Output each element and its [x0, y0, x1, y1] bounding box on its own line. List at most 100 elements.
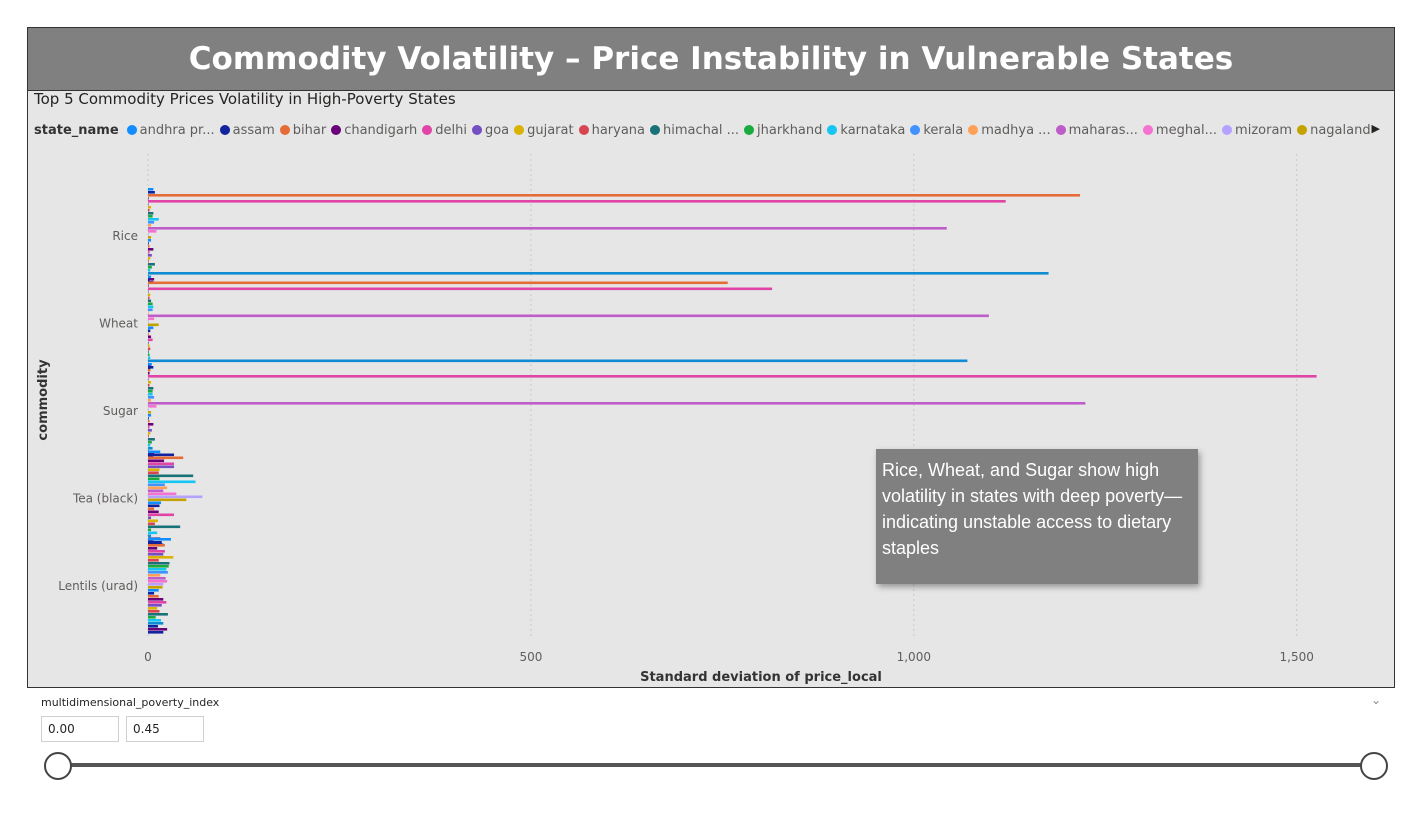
bar — [148, 341, 149, 345]
bar — [148, 290, 149, 294]
bar — [148, 194, 1080, 197]
bar — [148, 438, 155, 441]
bar — [148, 287, 773, 291]
legend-item[interactable]: himachal ... — [650, 123, 739, 138]
bar-chart: 0 500 1,000 1,500 Rice Wheat Sugar Tea (black) L… — [36, 154, 1317, 685]
legend-item[interactable]: gujarat — [514, 123, 574, 138]
bar — [148, 224, 152, 227]
legend-item[interactable]: meghal... — [1142, 123, 1217, 138]
bar — [148, 209, 150, 212]
bar — [148, 278, 150, 282]
bar — [148, 353, 150, 357]
bar — [148, 534, 152, 538]
chevron-right-icon[interactable]: ▶ — [1371, 122, 1380, 135]
legend-item[interactable]: mizoram — [1222, 123, 1292, 138]
legend-marker — [279, 125, 290, 135]
legend-label: madhya ... — [981, 122, 1051, 138]
bar — [148, 486, 168, 490]
slider-min-handle[interactable] — [44, 752, 72, 780]
bar — [148, 257, 151, 260]
bar — [148, 550, 165, 553]
y-tick-label: Tea (black) — [72, 492, 138, 506]
bar — [148, 619, 162, 622]
bar — [148, 538, 171, 541]
legend-label: delhi — [435, 122, 467, 138]
bar — [148, 435, 149, 438]
bar — [148, 468, 160, 472]
page-title: Commodity Volatility – Price Instability… — [28, 28, 1394, 91]
bar — [148, 347, 151, 351]
bar — [148, 453, 175, 457]
legend-item[interactable]: nagaland — [1297, 123, 1371, 138]
legend-item[interactable]: jharkhand — [744, 123, 822, 138]
bar — [148, 504, 160, 508]
bar — [148, 372, 150, 375]
legend-item[interactable]: haryana — [578, 123, 645, 138]
legend-label: mizoram — [1235, 122, 1293, 138]
legend-label: maharas... — [1068, 122, 1138, 138]
bar — [148, 474, 194, 478]
legend-item[interactable]: delhi — [422, 123, 467, 138]
bar — [148, 317, 155, 321]
bar — [148, 311, 149, 315]
bar — [148, 420, 150, 423]
x-tick-label: 1,000 — [897, 650, 931, 664]
legend-item[interactable]: goa — [471, 123, 509, 138]
legend-item[interactable]: maharas... — [1055, 122, 1138, 138]
bar — [148, 191, 155, 194]
legend-item[interactable]: karnataka — [827, 123, 905, 138]
slider-max-handle[interactable] — [1360, 752, 1388, 780]
bar — [148, 456, 184, 460]
bar — [148, 441, 152, 444]
bar — [148, 329, 151, 333]
chart-title: Top 5 Commodity Prices Volatility in Hig… — [34, 90, 456, 108]
legend-marker — [827, 125, 838, 135]
legend-marker — [1297, 125, 1308, 135]
bar — [148, 366, 154, 369]
bar — [148, 541, 162, 544]
bar — [148, 628, 168, 631]
bar — [148, 254, 152, 257]
legend-item[interactable]: kerala — [910, 123, 963, 138]
legend-label: nagaland — [1310, 122, 1371, 138]
chevron-down-icon[interactable]: ⌄ — [1371, 693, 1382, 707]
bar — [148, 547, 158, 550]
legend-marker — [514, 125, 525, 135]
legend-label: karnataka — [840, 122, 906, 138]
bar — [148, 553, 164, 556]
bar — [148, 206, 152, 209]
bar — [148, 450, 161, 454]
legend-item[interactable]: andhra pr... — [126, 123, 215, 138]
legend-label: assam — [232, 122, 275, 138]
legend-item[interactable]: chandigarh — [331, 123, 417, 138]
bar — [148, 338, 153, 342]
legend-item[interactable]: assam — [219, 122, 275, 138]
bar — [148, 432, 151, 435]
bar — [148, 444, 151, 447]
bar — [148, 613, 168, 616]
bar — [148, 429, 152, 432]
bar — [148, 344, 150, 348]
bar — [148, 408, 149, 411]
bar — [148, 323, 159, 327]
bar — [148, 239, 152, 242]
legend-marker — [1055, 125, 1066, 135]
bar — [148, 565, 169, 568]
bar — [148, 326, 154, 330]
bar — [148, 293, 151, 297]
bar — [148, 571, 168, 574]
legend-item[interactable]: madhya ... — [968, 122, 1051, 138]
slider-track[interactable] — [57, 763, 1374, 767]
slicer-min-input[interactable]: 0.00 — [41, 716, 119, 742]
bar — [148, 562, 170, 565]
bar — [148, 260, 149, 263]
bar — [148, 471, 159, 475]
legend-item[interactable]: bihar — [279, 123, 326, 138]
legend-marker — [219, 125, 230, 135]
bar — [148, 350, 149, 354]
bar — [148, 462, 175, 466]
slicer-max-input[interactable]: 0.45 — [126, 716, 204, 742]
bar — [148, 369, 151, 372]
bar — [148, 384, 150, 387]
y-tick-label: Wheat — [99, 317, 138, 331]
